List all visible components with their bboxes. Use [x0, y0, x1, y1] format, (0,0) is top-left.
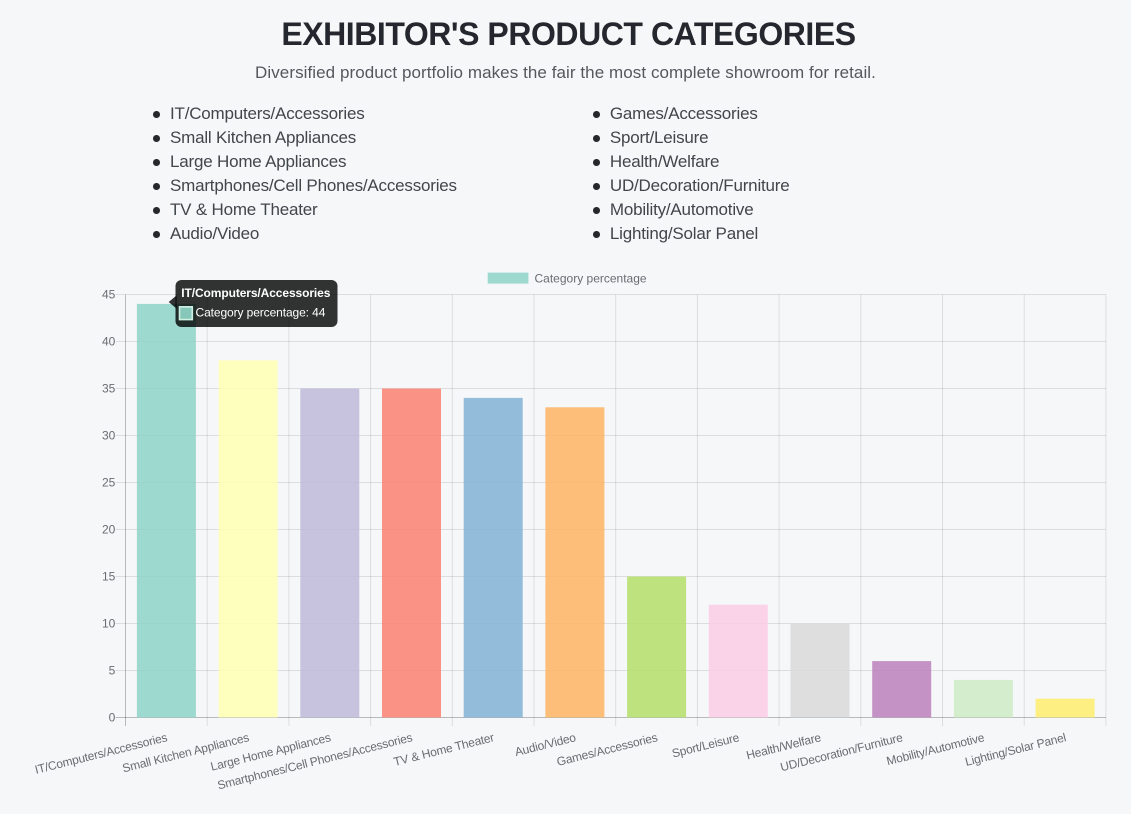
svg-text:10: 10 — [102, 617, 116, 631]
svg-text:Category percentage: Category percentage — [535, 271, 647, 285]
svg-text:Category percentage: 44: Category percentage: 44 — [196, 305, 326, 319]
svg-text:5: 5 — [109, 664, 116, 678]
svg-text:15: 15 — [102, 570, 116, 584]
svg-text:IT/Computers/Accessories: IT/Computers/Accessories — [181, 286, 330, 300]
svg-text:Sport/Leisure: Sport/Leisure — [670, 730, 741, 760]
svg-text:IT/Computers/Accessories: IT/Computers/Accessories — [33, 730, 168, 777]
svg-text:35: 35 — [102, 382, 116, 396]
svg-text:0: 0 — [109, 711, 116, 725]
svg-text:25: 25 — [102, 476, 116, 490]
svg-text:40: 40 — [102, 335, 116, 349]
svg-text:30: 30 — [102, 429, 116, 443]
svg-text:45: 45 — [102, 288, 116, 302]
svg-text:20: 20 — [102, 523, 116, 537]
